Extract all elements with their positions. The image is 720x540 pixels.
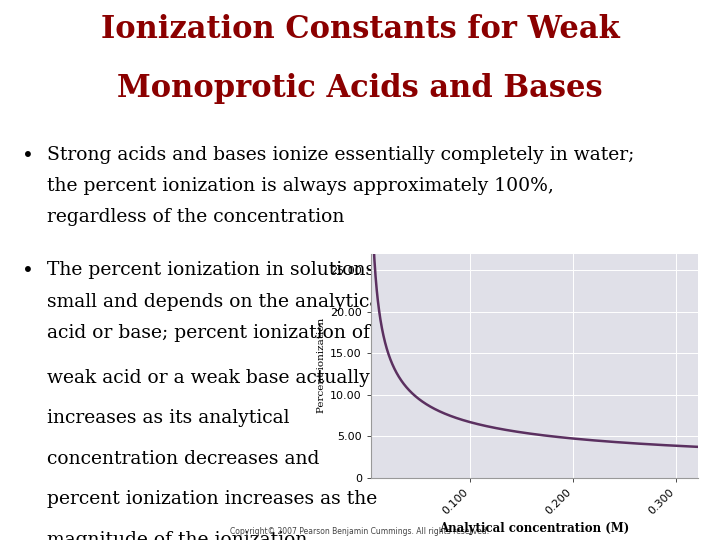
Text: weak acid or a weak base actually: weak acid or a weak base actually — [47, 369, 369, 387]
Text: •: • — [22, 261, 33, 280]
Text: increases as its analytical: increases as its analytical — [47, 409, 289, 427]
Text: Copyright© 2007 Pearson Benjamin Cummings. All rights reserved.: Copyright© 2007 Pearson Benjamin Cumming… — [230, 526, 490, 536]
Text: acid or base; percent ionization of a: acid or base; percent ionization of a — [47, 324, 387, 342]
Text: Monoprotic Acids and Bases: Monoprotic Acids and Bases — [117, 73, 603, 104]
Y-axis label: Percent ionization: Percent ionization — [317, 318, 326, 414]
Text: the percent ionization is always approximately 100%,: the percent ionization is always approxi… — [47, 177, 554, 195]
Text: Strong acids and bases ionize essentially completely in water;: Strong acids and bases ionize essentiall… — [47, 146, 634, 164]
Text: Ionization Constants for Weak: Ionization Constants for Weak — [101, 14, 619, 44]
Text: small and depends on the analytical concentration of the weak: small and depends on the analytical conc… — [47, 293, 639, 310]
Text: regardless of the concentration: regardless of the concentration — [47, 208, 344, 226]
Text: •: • — [22, 146, 33, 165]
Text: The percent ionization in solutions of weak acids and bases is: The percent ionization in solutions of w… — [47, 261, 631, 279]
Text: magnitude of the ionization: magnitude of the ionization — [47, 531, 307, 540]
X-axis label: Analytical concentration (M): Analytical concentration (M) — [439, 522, 630, 535]
Text: percent ionization increases as the: percent ionization increases as the — [47, 490, 377, 508]
Text: concentration decreases and: concentration decreases and — [47, 450, 319, 468]
